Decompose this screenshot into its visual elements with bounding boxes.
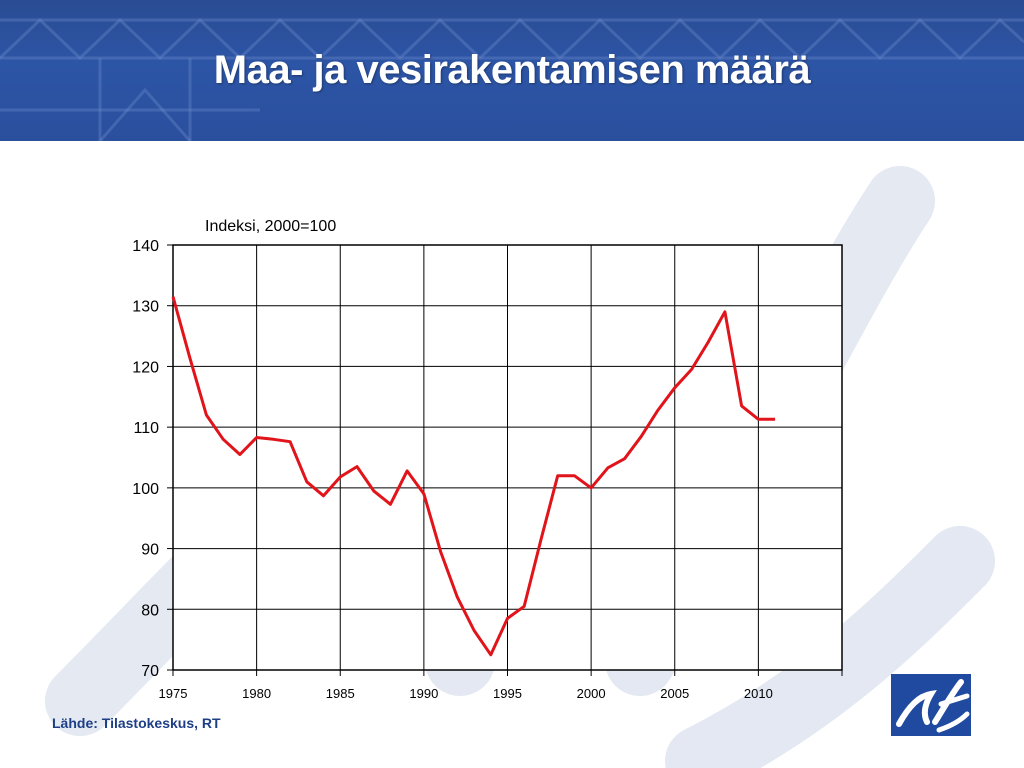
x-tick-label: 1995 xyxy=(493,686,522,701)
y-tick-label: 110 xyxy=(133,420,159,437)
truss-pattern xyxy=(0,17,1024,141)
rt-logo-icon xyxy=(891,674,971,736)
header-banner: Maa- ja vesirakentamisen määrä xyxy=(0,0,1024,141)
y-tick-label: 120 xyxy=(132,359,159,376)
x-tick-label: 1980 xyxy=(242,686,271,701)
page-title: Maa- ja vesirakentamisen määrä xyxy=(213,48,811,92)
source-note: Lähde: Tilastokeskus, RT xyxy=(52,715,221,731)
x-tick-label: 1985 xyxy=(326,686,355,701)
y-tick-label: 80 xyxy=(141,602,159,619)
series-line xyxy=(171,296,776,657)
y-axis-label: Indeksi, 2000=100 xyxy=(205,218,336,235)
x-tick-label: 2000 xyxy=(577,686,606,701)
y-tick-label: 90 xyxy=(141,542,159,559)
y-tick-label: 130 xyxy=(132,299,159,316)
x-tick-label: 1975 xyxy=(159,686,188,701)
y-tick-label: 100 xyxy=(132,481,159,498)
y-tick-label: 70 xyxy=(141,663,159,680)
x-tick-label: 1990 xyxy=(409,686,438,701)
x-tick-label: 2005 xyxy=(660,686,689,701)
x-tick-label: 2010 xyxy=(744,686,773,701)
y-tick-label: 140 xyxy=(132,238,159,255)
